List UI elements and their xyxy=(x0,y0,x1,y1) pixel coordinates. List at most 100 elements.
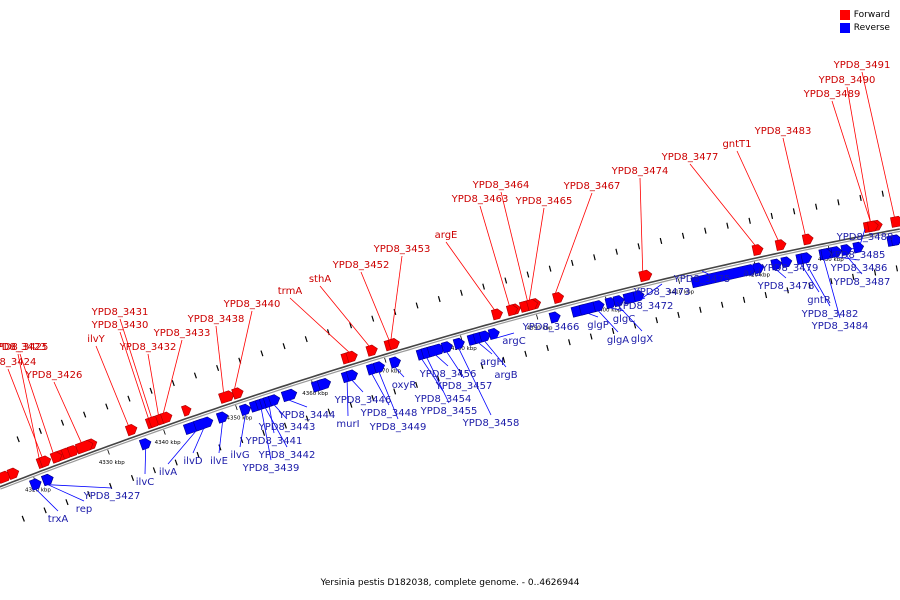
marker-dot-upper xyxy=(681,232,685,239)
gene-block-ypd8-3487 xyxy=(840,244,853,256)
leader-line-argb xyxy=(484,341,507,368)
gene-label-ypd8-3449: YPD8_3449 xyxy=(369,422,427,433)
legend-forward-label: Forward xyxy=(853,10,890,20)
marker-dot-lower xyxy=(196,451,200,458)
leader-line-ypd8-3486 xyxy=(835,256,860,261)
marker-dot-upper xyxy=(460,289,463,296)
marker-dot-lower xyxy=(130,475,135,482)
gene-block-ypd8-3478 xyxy=(770,258,783,271)
gene-block-ypd8-3491 xyxy=(890,215,900,228)
leader-line-ypd8-3488 xyxy=(857,228,866,253)
gene-label-argb: argB xyxy=(494,370,517,381)
marker-dot-upper xyxy=(83,411,87,418)
marker-dot-lower xyxy=(699,306,702,313)
label-layer: YPD8_3423 YPD8_3424 YPD8_3425 YPD8_3426 ilvY… xyxy=(0,60,893,525)
gene-label-ypd8-3453: YPD8_3453 xyxy=(373,244,431,255)
leader-line-ypd8-3446 xyxy=(351,380,364,393)
gene-label-ypd8-3442: YPD8_3442 xyxy=(258,450,316,461)
marker-dot-lower xyxy=(327,408,331,415)
marker-dot-lower xyxy=(305,415,309,422)
tick-label: 4360 kbp xyxy=(302,391,328,397)
gene-block-reverse-extra-890 xyxy=(890,234,900,247)
gene-block-ypd8-3485 xyxy=(820,248,833,260)
marker-dot-upper xyxy=(726,222,729,229)
tick-label: 4380 kbp xyxy=(451,346,477,352)
marker-dot-upper xyxy=(792,208,796,215)
gene-label-glga: glgA xyxy=(607,335,629,346)
gene-label-ypd8-3448: YPD8_3448 xyxy=(360,408,418,419)
tick-label: 4400 kbp xyxy=(595,307,621,313)
tick-label: 4320 kbp xyxy=(25,487,51,493)
marker-dot-lower xyxy=(546,344,549,352)
gene-label-ypd8-3489: YPD8_3489 xyxy=(803,89,861,100)
leader-line-asd xyxy=(751,264,759,274)
gene-block-trxa xyxy=(29,478,42,491)
map-caption: Yersinia pestis D182038, complete genome… xyxy=(320,578,580,588)
marker-dot-upper xyxy=(881,190,884,197)
gene-block-arge xyxy=(490,308,503,321)
marker-dot-lower xyxy=(873,269,877,276)
gene-label-ypd8-3425: YPD8_3425 xyxy=(0,342,48,353)
gene-label-ypd8-3465: YPD8_3465 xyxy=(515,196,573,207)
gene-label-oxyr: oxyR xyxy=(392,380,417,391)
leader-line-argc xyxy=(493,332,515,340)
marker-dot-upper xyxy=(260,350,264,357)
marker-dot-lower xyxy=(655,317,659,324)
leader-line-trxa xyxy=(35,488,59,512)
tick-label: 4410 kbp xyxy=(668,290,694,296)
gene-block-ypd8-3479 xyxy=(780,256,793,269)
gene-label-trma: trmA xyxy=(278,286,303,297)
leader-line-ypd8-3441 xyxy=(268,406,275,434)
leader-line-ilvg xyxy=(239,414,246,448)
tick-mark xyxy=(107,449,110,455)
gene-label-ypd8-3452: YPD8_3452 xyxy=(332,260,390,271)
gene-label-ilvg: ilvG xyxy=(230,450,249,461)
gene-block-ypd8-3426 xyxy=(74,439,94,455)
gene-label-gntt1: gntT1 xyxy=(722,139,751,150)
gene-block-ypd8-3483 xyxy=(801,233,814,246)
leader-line-ypd8-3424 xyxy=(7,368,43,458)
gene-block-ypd8-3482 xyxy=(800,252,813,264)
marker-dot-upper xyxy=(859,194,862,201)
gene-block-ypd8-3427 xyxy=(41,473,54,487)
gene-label-ypd8-3488: YPD8_3488 xyxy=(836,232,894,243)
marker-dot-lower xyxy=(480,362,484,369)
leader-line-ypd8-3456 xyxy=(435,354,449,367)
leader-line-ypd8-3464 xyxy=(500,191,528,301)
marker-dot-upper xyxy=(704,227,707,234)
gene-label-ypd8-3491: YPD8_3491 xyxy=(833,60,891,71)
gene-label-stha: sthA xyxy=(309,274,331,285)
marker-dot-upper xyxy=(482,283,485,290)
gene-block-ypd8-3463 xyxy=(505,304,518,317)
marker-dot-upper xyxy=(637,243,641,250)
leader-line-ypd8-3439 xyxy=(260,409,272,461)
gene-label-ypd8-3485: YPD8_3485 xyxy=(828,250,886,261)
marker-dot-lower xyxy=(393,388,397,395)
leader-line-ypd8-3477 xyxy=(689,163,756,246)
gene-block-glga xyxy=(592,300,605,313)
leader-line-ypd8-3478 xyxy=(775,269,787,279)
gene-label-ypd8-3466: YPD8_3466 xyxy=(522,322,580,333)
marker-dot-upper xyxy=(16,436,20,443)
leader-line-ypd8-3433 xyxy=(162,339,183,414)
marker-dot-upper xyxy=(149,387,153,394)
marker-dot-upper xyxy=(570,259,574,266)
leader-line-ilvy xyxy=(95,345,129,426)
gene-label-muri: murI xyxy=(336,419,359,430)
leader-line-ypd8-3431 xyxy=(119,318,152,418)
gene-label-ypd8-3446: YPD8_3446 xyxy=(334,395,392,406)
gene-label-ypd8-3441: YPD8_3441 xyxy=(245,436,303,447)
leader-line-ypd8-3465 xyxy=(528,207,545,301)
leader-line-ypd8-3467 xyxy=(555,192,593,294)
gene-block-ypd8-3457 xyxy=(440,341,453,354)
gene-label-ypd8-3431: YPD8_3431 xyxy=(91,307,149,318)
legend-forward-swatch xyxy=(839,10,850,20)
gene-label-ypd8-3440: YPD8_3440 xyxy=(223,299,281,310)
gene-block-ilvg xyxy=(238,403,252,416)
gene-block-ilvy xyxy=(124,423,138,437)
gene-block-trma xyxy=(345,350,358,363)
gene-block-ypd8-3424 xyxy=(38,455,52,468)
tick-label: 4390 kbp xyxy=(527,325,553,331)
marker-dot-lower xyxy=(808,282,811,289)
